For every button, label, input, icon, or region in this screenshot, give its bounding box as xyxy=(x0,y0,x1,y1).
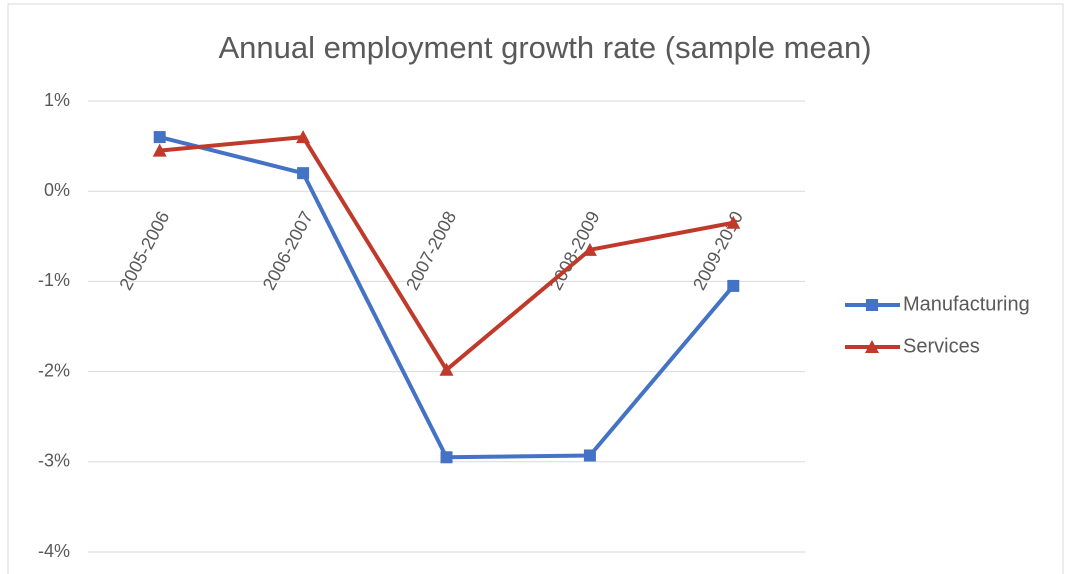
legend-label: Manufacturing xyxy=(903,293,1030,315)
marker xyxy=(296,130,311,144)
legend-label: Services xyxy=(903,335,980,357)
y-tick-label: -3% xyxy=(38,451,70,471)
marker xyxy=(582,242,597,256)
marker xyxy=(727,279,740,292)
chart-title: Annual employment growth rate (sample me… xyxy=(218,30,871,65)
marker xyxy=(440,451,453,464)
chart-frame xyxy=(7,3,1064,574)
marker xyxy=(583,449,596,462)
y-tick-label: -2% xyxy=(38,360,70,380)
marker xyxy=(726,215,741,229)
marker xyxy=(152,143,167,157)
marker xyxy=(866,299,878,311)
marker xyxy=(439,362,454,376)
marker xyxy=(153,131,166,144)
y-tick-label: 0% xyxy=(44,180,70,200)
y-tick-label: -1% xyxy=(38,270,70,290)
y-tick-label: -4% xyxy=(38,541,70,561)
y-tick-label: 1% xyxy=(44,90,70,110)
marker xyxy=(297,167,310,180)
marker xyxy=(865,340,879,353)
